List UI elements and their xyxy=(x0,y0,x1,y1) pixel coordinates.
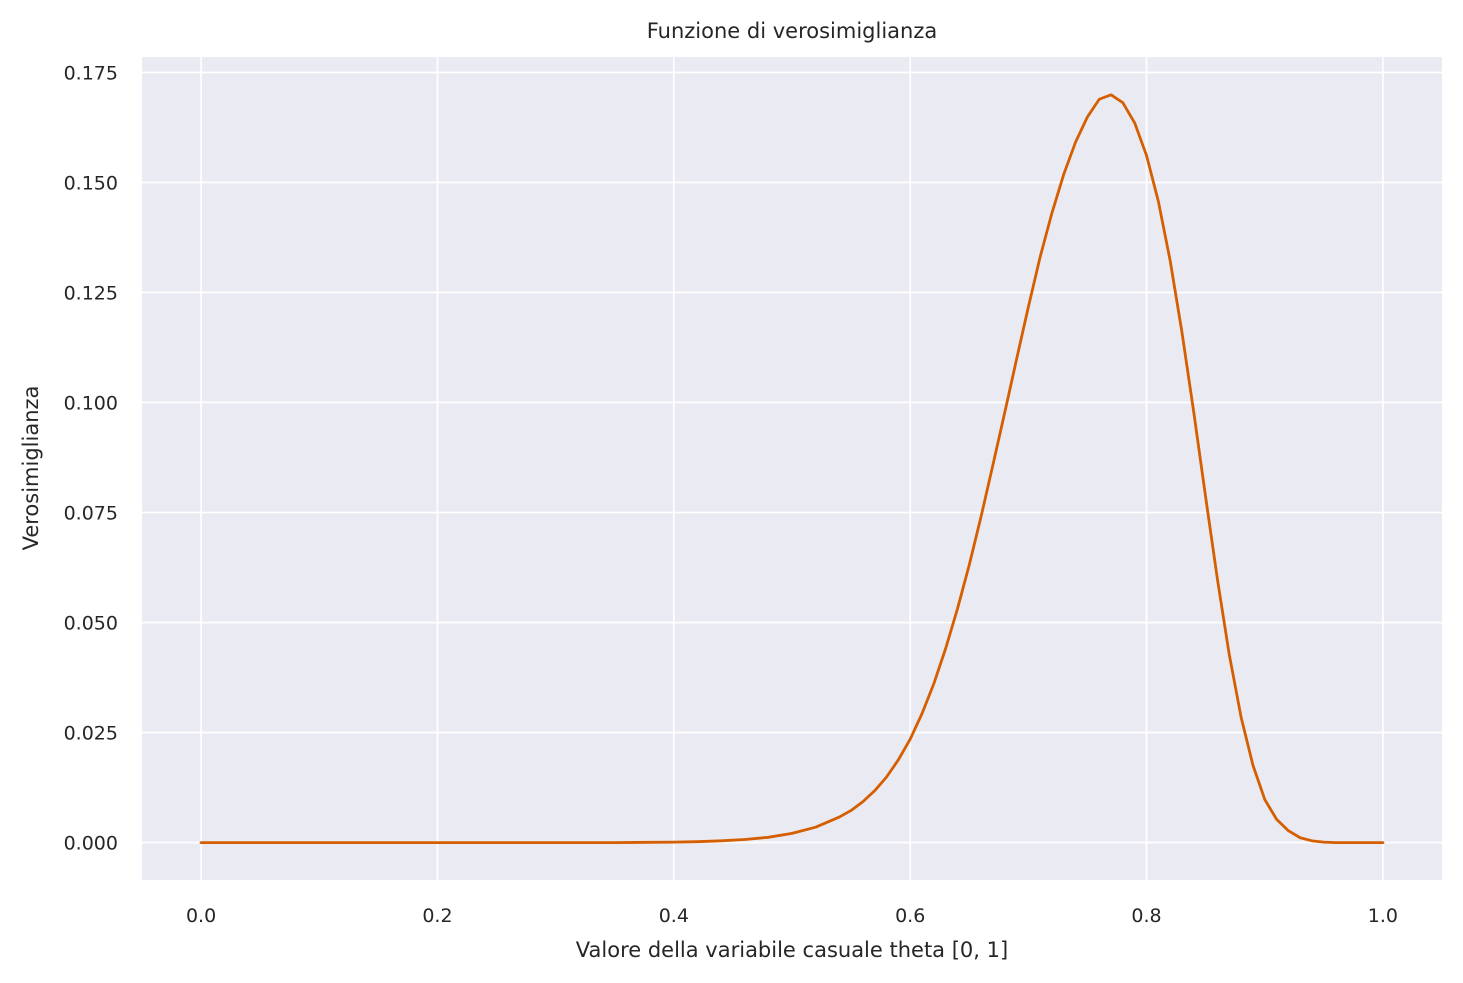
grid-lines xyxy=(142,57,1442,880)
y-tick-label: 0.075 xyxy=(64,503,118,525)
plot-background xyxy=(142,57,1442,880)
y-axis-label: Verosimiglianza xyxy=(19,386,43,551)
y-tick-label: 0.125 xyxy=(64,282,118,304)
x-tick-label: 0.6 xyxy=(895,905,925,927)
chart-title: Funzione di verosimiglianza xyxy=(647,19,938,43)
x-tick-label: 0.4 xyxy=(659,905,689,927)
x-tick-label: 0.0 xyxy=(186,905,216,927)
y-tick-label: 0.050 xyxy=(64,613,118,635)
x-axis-label: Valore della variabile casuale theta [0,… xyxy=(576,938,1008,962)
y-tick-label: 0.175 xyxy=(64,62,118,84)
x-tick-label: 1.0 xyxy=(1368,905,1398,927)
x-tick-label: 0.8 xyxy=(1131,905,1161,927)
y-tick-label: 0.000 xyxy=(64,833,118,855)
y-tick-label: 0.025 xyxy=(64,723,118,745)
y-tick-labels: 0.000 0.025 0.050 0.075 0.100 0.125 0.150 0.175 xyxy=(64,62,118,854)
x-tick-labels: 0.0 0.2 0.4 0.6 0.8 1.0 xyxy=(186,905,1398,927)
series-line xyxy=(199,93,1385,844)
x-tick-label: 0.2 xyxy=(422,905,452,927)
y-tick-label: 0.100 xyxy=(64,392,118,414)
y-tick-label: 0.150 xyxy=(64,172,118,194)
series-group xyxy=(199,93,1385,844)
